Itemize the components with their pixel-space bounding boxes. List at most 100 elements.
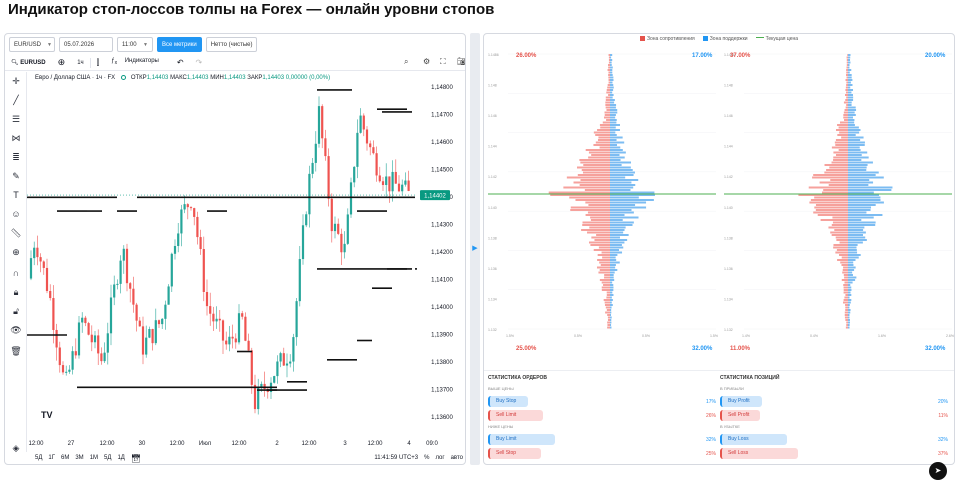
- pitchfork-icon[interactable]: ⋈: [11, 133, 21, 143]
- positions-histogram-svg: 1.1486 1.148 1.146 1.144 1.142 1.140 1.138 1.13…: [724, 53, 954, 338]
- support-bar: [848, 99, 854, 101]
- collapse-arrow-icon[interactable]: ▶: [472, 245, 478, 252]
- compare-icon[interactable]: ⊕: [57, 57, 66, 67]
- fib-retracement-icon[interactable]: ≣: [12, 152, 20, 162]
- ruler-icon[interactable]: 📏︎: [10, 228, 22, 238]
- eye-icon[interactable]: 👁︎: [10, 325, 22, 335]
- net-clean-button[interactable]: Нетто (чистые): [205, 37, 258, 52]
- send-icon[interactable]: ➤: [929, 462, 947, 480]
- parallel-channel-icon[interactable]: ☰: [11, 114, 21, 124]
- resistance-bar: [608, 61, 610, 64]
- support-bar: [610, 221, 634, 224]
- support-bar: [610, 126, 616, 129]
- zoom-icon[interactable]: ⌕: [404, 57, 409, 66]
- magnet-icon[interactable]: ∩: [12, 268, 20, 278]
- percent-toggle[interactable]: %: [424, 455, 430, 461]
- support-bar: [610, 109, 618, 111]
- auto-toggle[interactable]: авто: [450, 455, 463, 461]
- brush-icon[interactable]: ✎: [12, 171, 20, 181]
- all-metrics-button[interactable]: Все метрики: [157, 37, 202, 52]
- last-price-badge: [420, 190, 450, 201]
- candle-body: [74, 351, 77, 356]
- crosshair-icon[interactable]: ✛: [12, 76, 20, 86]
- time-tick-label: 4: [407, 441, 411, 447]
- symbol-search-button[interactable]: 🔍︎ EURUSD: [11, 60, 46, 66]
- trash-icon[interactable]: 🗑︎: [10, 346, 22, 356]
- lock-drawings-icon[interactable]: 🔒︎: [13, 287, 19, 297]
- range-button-2[interactable]: 6М: [61, 455, 70, 461]
- interval-button[interactable]: 1ч: [77, 59, 84, 66]
- candle-body: [359, 115, 362, 133]
- support-bar: [848, 304, 850, 306]
- pair-select[interactable]: EUR/USD ▼: [9, 37, 55, 52]
- date-input[interactable]: 05.07.2026: [59, 37, 113, 52]
- orders-top-left-pct: 26.00%: [516, 53, 537, 59]
- range-button-4[interactable]: 1М: [89, 455, 99, 461]
- resistance-bar: [602, 256, 610, 259]
- price-chart[interactable]: 1,148001,147001,146001,145001,144001,143…: [27, 72, 465, 450]
- settings-icon[interactable]: ⚙: [423, 57, 431, 66]
- resistance-bar: [834, 229, 848, 231]
- orderbook-legend: Зона сопротивления Зона поддержки Текуща…: [484, 36, 954, 42]
- chart-type-icon[interactable]: ⫿: [96, 57, 100, 67]
- undo-icon[interactable]: ↶: [176, 58, 184, 67]
- resistance-bar: [608, 76, 610, 79]
- candle-body: [45, 267, 49, 292]
- lock-icon[interactable]: 🔓︎: [13, 306, 19, 316]
- panel-divider[interactable]: [470, 33, 480, 465]
- support-bar: [610, 196, 639, 199]
- candle-body: [55, 329, 58, 348]
- legend-support[interactable]: Зона поддержки: [702, 36, 748, 42]
- resistance-bar: [577, 166, 610, 169]
- tv-bottom-bar: 5Д 1Г 6М 3М 1М 5Д 1Д 📅︎ 11:41:59 UTC+3 % лог а…: [27, 450, 465, 464]
- range-button-1[interactable]: 1Г: [48, 455, 55, 461]
- support-bar: [610, 234, 629, 236]
- redo-icon[interactable]: ↷: [195, 58, 203, 67]
- book-x-tick: 0.4%: [810, 334, 818, 338]
- range-button-6[interactable]: 1Д: [117, 455, 125, 461]
- clock-readout[interactable]: 11:41:59 UTC+3: [374, 455, 419, 461]
- price-tick-label: 1,13900: [431, 333, 453, 339]
- resistance-bar: [599, 279, 610, 281]
- resistance-bar: [593, 144, 610, 146]
- layers-icon[interactable]: ◈: [12, 443, 20, 453]
- support-bar: [848, 199, 881, 201]
- trend-line-icon[interactable]: ╱: [13, 95, 19, 105]
- resistance-bar: [607, 316, 610, 319]
- range-button-5[interactable]: 5Д: [104, 455, 112, 461]
- legend-current-price[interactable]: Текущая цена: [755, 36, 798, 42]
- indicators-button[interactable]: ƒx Индикаторы: [111, 58, 159, 67]
- support-bar: [610, 271, 615, 274]
- resistance-bar: [831, 161, 848, 164]
- support-bar: [848, 124, 855, 126]
- fullscreen-icon[interactable]: ⛶: [440, 57, 446, 66]
- resistance-bar: [606, 89, 610, 91]
- zoom-in-icon[interactable]: ⊕: [12, 247, 20, 257]
- resistance-bar: [823, 189, 848, 191]
- support-bar: [610, 144, 618, 146]
- stat-value: 11%: [938, 413, 948, 419]
- resistance-bar: [601, 286, 610, 289]
- candle-body: [132, 288, 135, 305]
- text-tool-icon[interactable]: T: [13, 190, 19, 200]
- stat-bar-sell-stop: Sell Stop: [488, 448, 541, 459]
- support-bar: [848, 254, 861, 256]
- support-bar: [610, 91, 613, 94]
- resistance-bar: [587, 211, 610, 214]
- support-bar: [848, 164, 868, 166]
- range-button-0[interactable]: 5Д: [35, 455, 43, 461]
- resistance-bar: [845, 89, 848, 91]
- resistance-bar: [838, 149, 848, 151]
- time-select[interactable]: 11:00 ▼: [117, 37, 153, 52]
- emoji-icon[interactable]: ☺: [11, 209, 21, 219]
- legend-resistance[interactable]: Зона сопротивления: [639, 36, 695, 42]
- calendar-icon[interactable]: 📅︎: [130, 453, 141, 463]
- range-button-3[interactable]: 3М: [75, 455, 84, 461]
- candle-body: [311, 162, 314, 174]
- camera-icon[interactable]: 📷︎: [451, 57, 465, 66]
- support-bar: [610, 129, 620, 131]
- log-toggle[interactable]: лог: [435, 455, 445, 461]
- candle-body: [100, 353, 103, 362]
- support-bar: [610, 71, 613, 74]
- book-price-tick: 1.134: [488, 297, 497, 301]
